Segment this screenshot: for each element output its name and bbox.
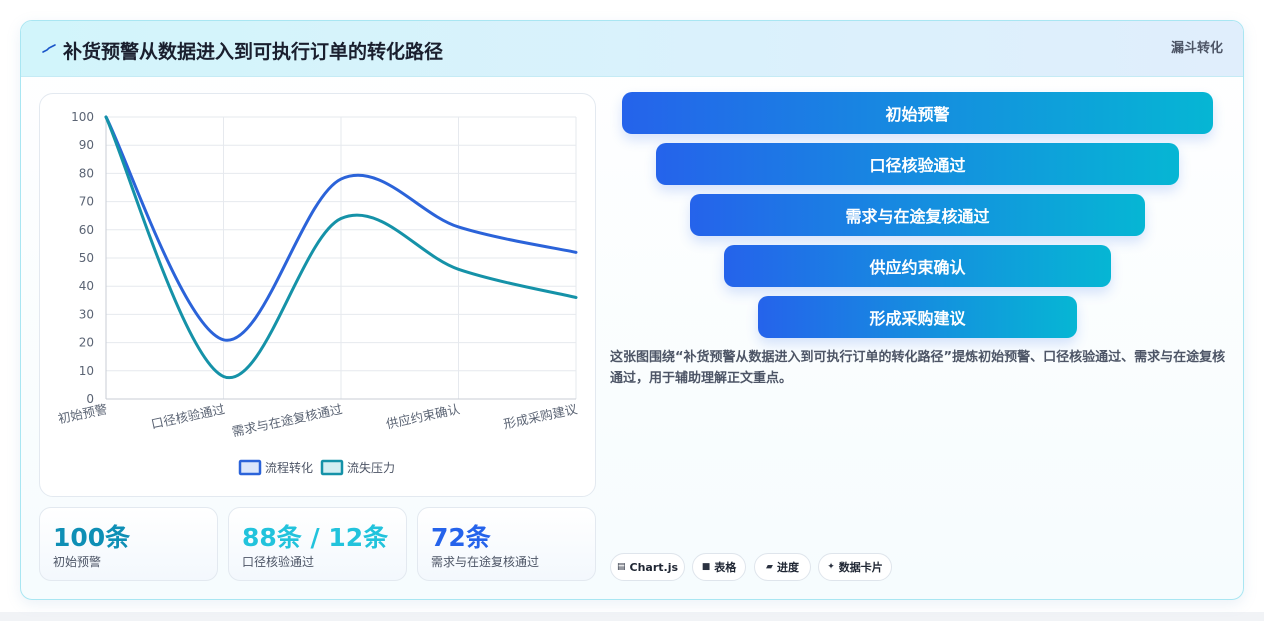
line-chart-panel: 0 10 20 30 40 50 60 70 80 90 100 初始预警 口径核验通过 需求与在途复核… (39, 93, 596, 497)
series-line-2 (104, 115, 578, 380)
funnel-card: 补货预警从数据进入到可执行订单的转化路径 漏斗转化 0 10 20 30 40 50 60 7… (20, 20, 1244, 600)
stat-label: 需求与在途复核通过 (431, 555, 540, 569)
card-icon: ✦ (827, 562, 835, 572)
y-tick-label: 60 (79, 223, 94, 237)
x-tick-label: 需求与在途复核通过 (230, 401, 344, 439)
legend-swatch (320, 459, 344, 476)
funnel-stage-5: 形成采购建议 (758, 296, 1077, 338)
funnel-stage-2: 口径核验通过 (656, 143, 1179, 185)
line-chart: 0 10 20 30 40 50 60 70 80 90 100 初始预警 口径核验通过 需求与在途复核… (57, 110, 579, 476)
y-tick-label: 90 (79, 138, 94, 152)
stat-label: 初始预警 (53, 555, 102, 569)
legend-swatch (238, 459, 262, 476)
funnel-stage-3: 需求与在途复核通过 (690, 194, 1145, 236)
x-tick-label: 口径核验通过 (150, 401, 227, 431)
chip-label: 表格 (714, 561, 737, 574)
stat-value: 72条 (431, 523, 491, 552)
chart-type-tag: 漏斗转化 (1170, 41, 1223, 56)
chart-icon: ▤ (616, 562, 626, 572)
x-tick-label: 初始预警 (57, 401, 109, 426)
stat-card-initial: 100条 初始预警 (39, 507, 218, 581)
pulse-icon (42, 44, 56, 53)
legend-label: 流失压力 (347, 460, 395, 475)
chip-data-card[interactable]: ✦ 数据卡片 (818, 553, 892, 581)
legend-label: 流程转化 (265, 460, 313, 475)
progress-icon: ▰ (766, 562, 773, 572)
stat-value: 100条 (53, 523, 131, 552)
chip-label: 进度 (776, 561, 799, 574)
y-tick-label: 10 (79, 364, 94, 378)
table-icon: ■ (701, 562, 711, 572)
y-tick-label: 0 (86, 392, 94, 406)
card-header: 补货预警从数据进入到可执行订单的转化路径 漏斗转化 (21, 21, 1243, 77)
chip-progress[interactable]: ▰ 进度 (754, 553, 811, 581)
card-title: 补货预警从数据进入到可执行订单的转化路径 (63, 41, 444, 63)
y-tick-label: 20 (79, 336, 94, 350)
series-line-1 (104, 115, 578, 342)
page-bottom-strip (0, 612, 1264, 621)
funnel-stage-1: 初始预警 (622, 92, 1213, 134)
stat-card-reviewed: 72条 需求与在途复核通过 (417, 507, 596, 581)
x-tick-label: 形成采购建议 (502, 401, 579, 431)
y-tick-label: 100 (71, 110, 94, 124)
y-tick-label: 30 (79, 307, 94, 321)
x-tick-label: 供应约束确认 (385, 401, 462, 431)
chart-description: 这张图围绕“补货预警从数据进入到可执行订单的转化路径”提炼初始预警、口径核验通过… (610, 350, 1226, 386)
chip-chartjs[interactable]: ▤ Chart.js (610, 553, 685, 581)
chip-table[interactable]: ■ 表格 (692, 553, 746, 581)
chip-label: 数据卡片 (838, 561, 883, 574)
y-tick-label: 40 (79, 279, 94, 293)
funnel-stage-4: 供应约束确认 (724, 245, 1111, 287)
y-tick-label: 50 (79, 251, 94, 265)
stat-value: 88条 / 12条 (242, 523, 389, 552)
stat-card-verified: 88条 / 12条 口径核验通过 (228, 507, 407, 581)
chip-label: Chart.js (629, 560, 679, 574)
y-tick-label: 80 (79, 166, 94, 180)
stat-label: 口径核验通过 (242, 555, 315, 569)
y-tick-label: 70 (79, 195, 94, 209)
